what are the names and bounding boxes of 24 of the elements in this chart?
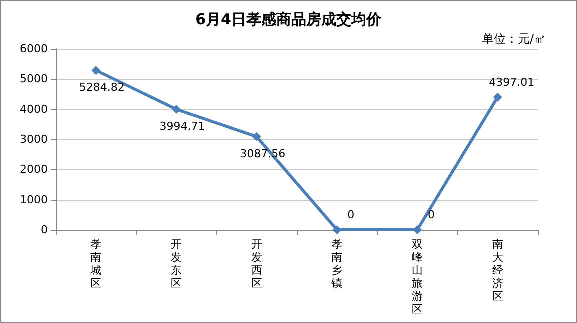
point — [252, 132, 262, 142]
data-label: 0 — [428, 208, 435, 222]
y-tick-label: 3000 — [20, 133, 48, 146]
data-label: 3994.71 — [160, 120, 206, 133]
text: 单位：元/㎡ — [482, 32, 546, 46]
x-tick-label: 开发西区 — [251, 238, 262, 290]
y-tick-label: 0 — [41, 224, 48, 236]
chart-title: 6月4日孝感商品房成交均价 — [196, 10, 382, 28]
x-tick-label: 双峰山旅游区 — [412, 238, 423, 316]
y-tick-label: 6000 — [20, 42, 48, 56]
y-tick-label: 4000 — [20, 102, 48, 116]
x-tick-label: 南大经济区 — [492, 238, 504, 303]
y-tick-label: 1000 — [20, 193, 48, 206]
y-tick-label: 2000 — [20, 163, 48, 176]
point — [92, 66, 101, 76]
y-tick-label: 5000 — [20, 72, 48, 86]
data-label: 5284.82 — [79, 81, 125, 94]
x-tick-label: 孝南城区 — [90, 238, 102, 290]
x-tick-label: 孝南乡镇 — [330, 238, 343, 290]
point — [172, 104, 181, 114]
data-label: 4397.01 — [489, 76, 535, 89]
x-tick-label: 开发东区 — [171, 238, 182, 290]
data-label: 0 — [348, 208, 355, 222]
point — [493, 92, 502, 102]
